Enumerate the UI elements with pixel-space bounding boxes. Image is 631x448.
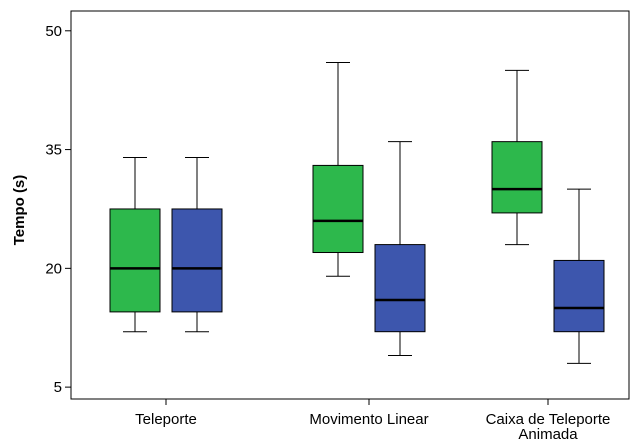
box-plot — [375, 142, 425, 356]
box-iqr — [172, 209, 222, 312]
box-iqr — [110, 209, 160, 312]
box-iqr — [313, 165, 363, 252]
y-tick-label: 5 — [54, 379, 62, 396]
box-plot — [492, 70, 542, 244]
box-plot — [110, 157, 160, 331]
y-tick-label: 35 — [45, 142, 62, 159]
x-axis: Teleporte Movimento Linear Caixa de Telepo… — [135, 399, 610, 443]
x-tick-label: Teleporte — [135, 411, 197, 428]
y-axis: 5 20 35 50 — [45, 23, 71, 396]
x-tick-label: Caixa de Teleporte Animada — [486, 411, 611, 443]
box-plot — [313, 62, 363, 276]
box-iqr — [554, 260, 604, 331]
box-iqr — [492, 142, 542, 213]
box-iqr — [375, 245, 425, 332]
box-plot — [172, 157, 222, 331]
x-tick-label: Movimento Linear — [309, 411, 428, 428]
box-series — [110, 62, 604, 363]
y-tick-label: 50 — [45, 23, 62, 40]
box-plot — [554, 189, 604, 363]
y-tick-label: 20 — [45, 260, 62, 277]
y-axis-title: Tempo (s) — [11, 175, 28, 246]
